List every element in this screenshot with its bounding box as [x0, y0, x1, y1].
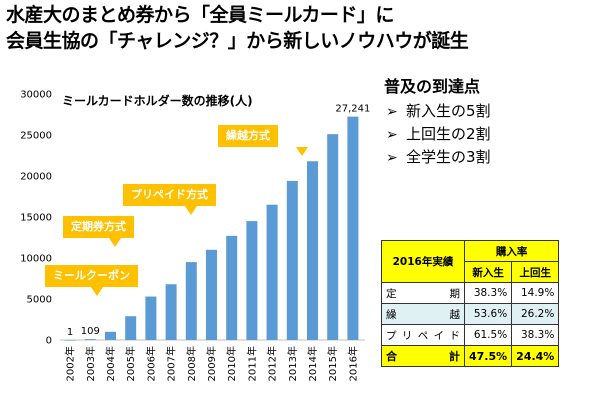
adoption-item-label: 上回生の2割 [406, 125, 491, 143]
callout-commuter-pass: 定期券方式 [63, 216, 134, 247]
bar [327, 134, 339, 340]
bar [307, 161, 318, 340]
col-header-new-students: 新入生 [463, 261, 513, 283]
headline: 水産大のまとめ券から「全員ミールカード」に 会員生協の「チャレンジ？」から新しい… [6, 2, 596, 54]
x-tick-label: 2006年 [144, 346, 157, 381]
bar [84, 339, 96, 340]
cell-new: 47.5% [463, 345, 513, 367]
adoption-title: 普及の到達点 [384, 77, 481, 96]
y-tick-label: 20000 [20, 172, 52, 183]
arrow-bullet-icon: ➢ [386, 150, 398, 166]
data-labels: 1 109 27,241 [67, 104, 370, 338]
bar [105, 331, 116, 340]
bar [266, 204, 278, 340]
cell-new: 61.5% [463, 324, 513, 346]
bar [286, 180, 298, 340]
cell-upper: 24.4% [511, 345, 560, 367]
table-row: 定 期 38.3% 14.9% [381, 282, 560, 304]
data-label: 27,241 [335, 104, 370, 115]
row-label: プリペイド [381, 324, 465, 346]
arrow-bullet-icon: ➢ [386, 104, 398, 120]
purchase-rate-table: 2016年実績 購入率 新入生 上回生 定 期 38.3% 14.9% 繰 越 … [381, 240, 560, 367]
x-tick-label: 2013年 [286, 346, 299, 381]
row-label: 繰 越 [381, 303, 465, 325]
adoption-item: ➢ 上回生の2割 [384, 123, 491, 146]
x-tick-label: 2011年 [245, 346, 258, 381]
x-tick-label: 2008年 [185, 346, 198, 381]
arrow-bullet-icon: ➢ [386, 127, 398, 143]
bar [125, 316, 137, 340]
y-tick-label: 5000 [27, 295, 52, 306]
table-corner: 2016年実績 [381, 240, 465, 283]
x-tick-label: 2010年 [225, 346, 238, 381]
headline-line-2: 会員生協の「チャレンジ？」から新しいノウハウが誕生 [6, 30, 469, 52]
data-label: 109 [81, 326, 100, 337]
bar [145, 296, 157, 340]
x-tick-label: 2005年 [124, 346, 137, 381]
row-label: 合 計 [381, 345, 465, 367]
y-tick-label: 10000 [20, 254, 52, 265]
col-header-upper-students: 上回生 [511, 261, 560, 283]
row-label: 定 期 [381, 282, 465, 304]
y-tick-label: 15000 [20, 213, 52, 224]
data-label: 1 [67, 327, 73, 338]
adoption-item-label: 新入生の5割 [406, 102, 491, 120]
x-tick-label: 2016年 [346, 346, 359, 381]
cell-new: 38.3% [463, 282, 513, 304]
table-row: プリペイド 61.5% 38.3% [381, 324, 560, 346]
bar [246, 221, 258, 340]
x-tick-label: 2002年 [64, 346, 77, 381]
bar [347, 116, 359, 340]
cell-upper: 38.3% [511, 324, 560, 346]
x-tick-label: 2014年 [306, 346, 319, 381]
adoption-points: 普及の到達点 ➢ 新入生の5割 ➢ 上回生の2割 ➢ 全学生の3割 [384, 76, 491, 169]
table-total-row: 合 計 47.5% 24.4% [381, 345, 560, 367]
y-tick-label: 25000 [20, 131, 52, 142]
cell-upper: 14.9% [511, 282, 560, 304]
bar [185, 262, 197, 340]
x-axis: 2002年 2003年 2004年 2005年 2006年 2007年 2008年 2009年… [64, 346, 360, 381]
y-tick-label: 30000 [20, 90, 52, 101]
bar [165, 284, 177, 340]
bar [226, 235, 238, 340]
table-row: 繰 越 53.6% 26.2% [381, 303, 560, 325]
callout-meal-coupon: ミールクーポン [45, 265, 138, 296]
adoption-item: ➢ 全学生の3割 [384, 146, 491, 169]
bar [64, 339, 76, 341]
chart-title: ミールカードホルダー数の推移(人) [62, 93, 253, 108]
x-tick-label: 2003年 [84, 346, 97, 381]
cell-new: 53.6% [463, 303, 513, 325]
x-tick-label: 2004年 [104, 346, 117, 381]
bar-series [64, 116, 359, 341]
bar [206, 249, 217, 340]
headline-line-1: 水産大のまとめ券から「全員ミールカード」に [6, 4, 394, 26]
y-tick-label: 0 [46, 336, 52, 347]
callout-carryover: 繰越方式 [218, 125, 308, 156]
x-tick-label: 2009年 [205, 346, 218, 381]
cell-upper: 26.2% [511, 303, 560, 325]
table-group-header: 購入率 [463, 240, 560, 262]
x-tick-label: 2012年 [266, 346, 279, 381]
adoption-item: ➢ 新入生の5割 [384, 100, 491, 123]
adoption-item-label: 全学生の3割 [406, 148, 491, 166]
x-tick-label: 2007年 [165, 346, 178, 381]
holder-count-chart: ミールカードホルダー数の推移(人) 0 5000 10000 15000 20000 25… [20, 90, 370, 382]
x-tick-label: 2015年 [326, 346, 339, 381]
callout-prepaid: プリペイド方式 [123, 184, 216, 215]
